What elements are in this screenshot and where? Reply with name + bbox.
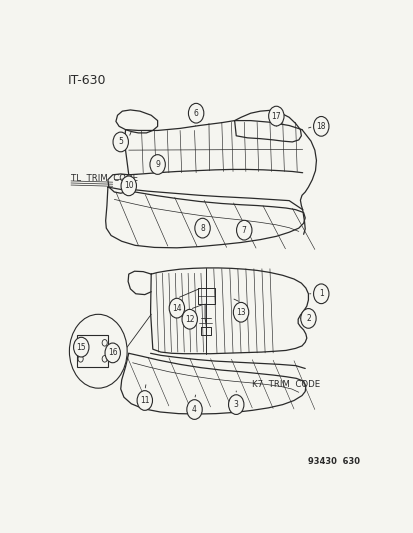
Circle shape [188, 103, 203, 123]
Text: 18: 18 [316, 122, 325, 131]
Text: 2: 2 [305, 314, 310, 323]
Circle shape [195, 219, 210, 238]
Text: 1: 1 [318, 289, 323, 298]
Text: 8: 8 [200, 224, 204, 232]
Circle shape [236, 220, 252, 240]
Text: 13: 13 [236, 308, 245, 317]
Text: 5: 5 [118, 138, 123, 147]
Circle shape [228, 395, 243, 415]
Text: 6: 6 [193, 109, 198, 118]
Text: TL  TRIM  CODE: TL TRIM CODE [71, 174, 138, 183]
Circle shape [74, 337, 89, 357]
Text: 3: 3 [233, 400, 238, 409]
Circle shape [105, 343, 120, 363]
Circle shape [182, 309, 197, 329]
Text: IT-630: IT-630 [68, 74, 106, 87]
Circle shape [300, 309, 316, 328]
Text: K7  TRIM  CODE: K7 TRIM CODE [252, 381, 320, 390]
Circle shape [137, 391, 152, 410]
Text: 7: 7 [241, 225, 246, 235]
Circle shape [268, 106, 283, 126]
Text: 10: 10 [123, 181, 133, 190]
Circle shape [186, 400, 202, 419]
Text: 14: 14 [172, 304, 181, 313]
Text: 17: 17 [271, 111, 280, 120]
Circle shape [169, 298, 184, 318]
Circle shape [150, 155, 165, 174]
Bar [77, 335, 108, 367]
Circle shape [313, 284, 328, 304]
Text: 12: 12 [185, 314, 194, 324]
Text: 16: 16 [108, 349, 117, 358]
Text: 4: 4 [192, 405, 197, 414]
Text: 15: 15 [76, 343, 86, 352]
Text: 9: 9 [155, 160, 160, 169]
Circle shape [69, 314, 127, 388]
Circle shape [313, 117, 328, 136]
Circle shape [233, 302, 248, 322]
Text: 11: 11 [140, 396, 149, 405]
Circle shape [113, 132, 128, 152]
Text: 93430  630: 93430 630 [307, 457, 359, 466]
Circle shape [121, 176, 136, 196]
